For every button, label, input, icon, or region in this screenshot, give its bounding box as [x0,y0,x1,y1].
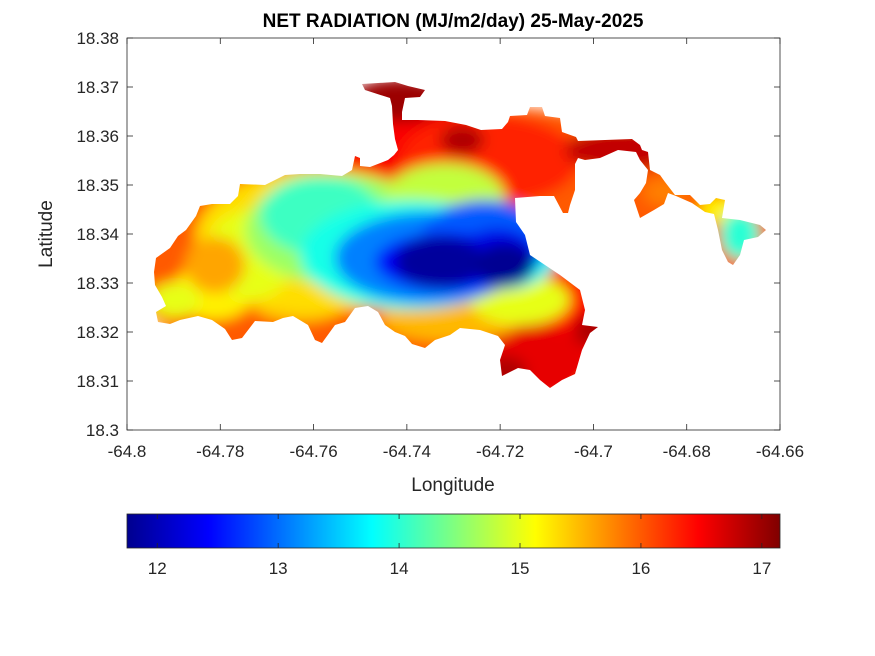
colorbar-ticks: 12 13 14 15 16 17 [148,514,771,578]
y-tick-label: 18.31 [76,372,119,391]
y-tick-label: 18.3 [86,421,119,440]
x-tick-label: -64.7 [574,442,613,461]
y-tick-label: 18.36 [76,127,119,146]
colorbar-tick-label: 17 [752,559,771,578]
y-tick-label: 18.34 [76,225,119,244]
x-axis-ticks: -64.8 -64.78 -64.76 -64.74 -64.72 -64.7 -64.68… [108,38,804,461]
colorbar-tick-label: 14 [390,559,409,578]
x-tick-label: -64.78 [196,442,244,461]
y-axis-ticks: 18.3818.3718.3618.3518.3418.3318.3218.31… [76,29,780,440]
y-tick-label: 18.33 [76,274,119,293]
y-tick-label: 18.35 [76,176,119,195]
field-contour [154,282,200,318]
field-contour [440,125,484,155]
x-tick-label: -64.76 [289,442,337,461]
y-axis-label: Latitude [36,200,57,268]
y-tick-label: 18.32 [76,323,119,342]
x-tick-label: -64.66 [756,442,804,461]
colorbar-tick-label: 13 [269,559,288,578]
colorbar [126,513,781,549]
x-tick-label: -64.8 [108,442,147,461]
x-tick-label: -64.68 [663,442,711,461]
chart-title: NET RADIATION (MJ/m2/day) 25-May-2025 [263,11,644,32]
field-contour [185,237,245,293]
colorbar-tick-label: 15 [511,559,530,578]
x-tick-label: -64.74 [383,442,431,461]
field-contour [395,236,485,288]
colorbar-tick-label: 16 [631,559,650,578]
y-tick-label: 18.38 [76,29,119,48]
y-tick-label: 18.37 [76,78,119,97]
x-tick-label: -64.72 [476,442,524,461]
field-contour [475,243,535,287]
colorbar-tick-label: 12 [148,559,167,578]
x-axis-label: Longitude [411,475,494,496]
